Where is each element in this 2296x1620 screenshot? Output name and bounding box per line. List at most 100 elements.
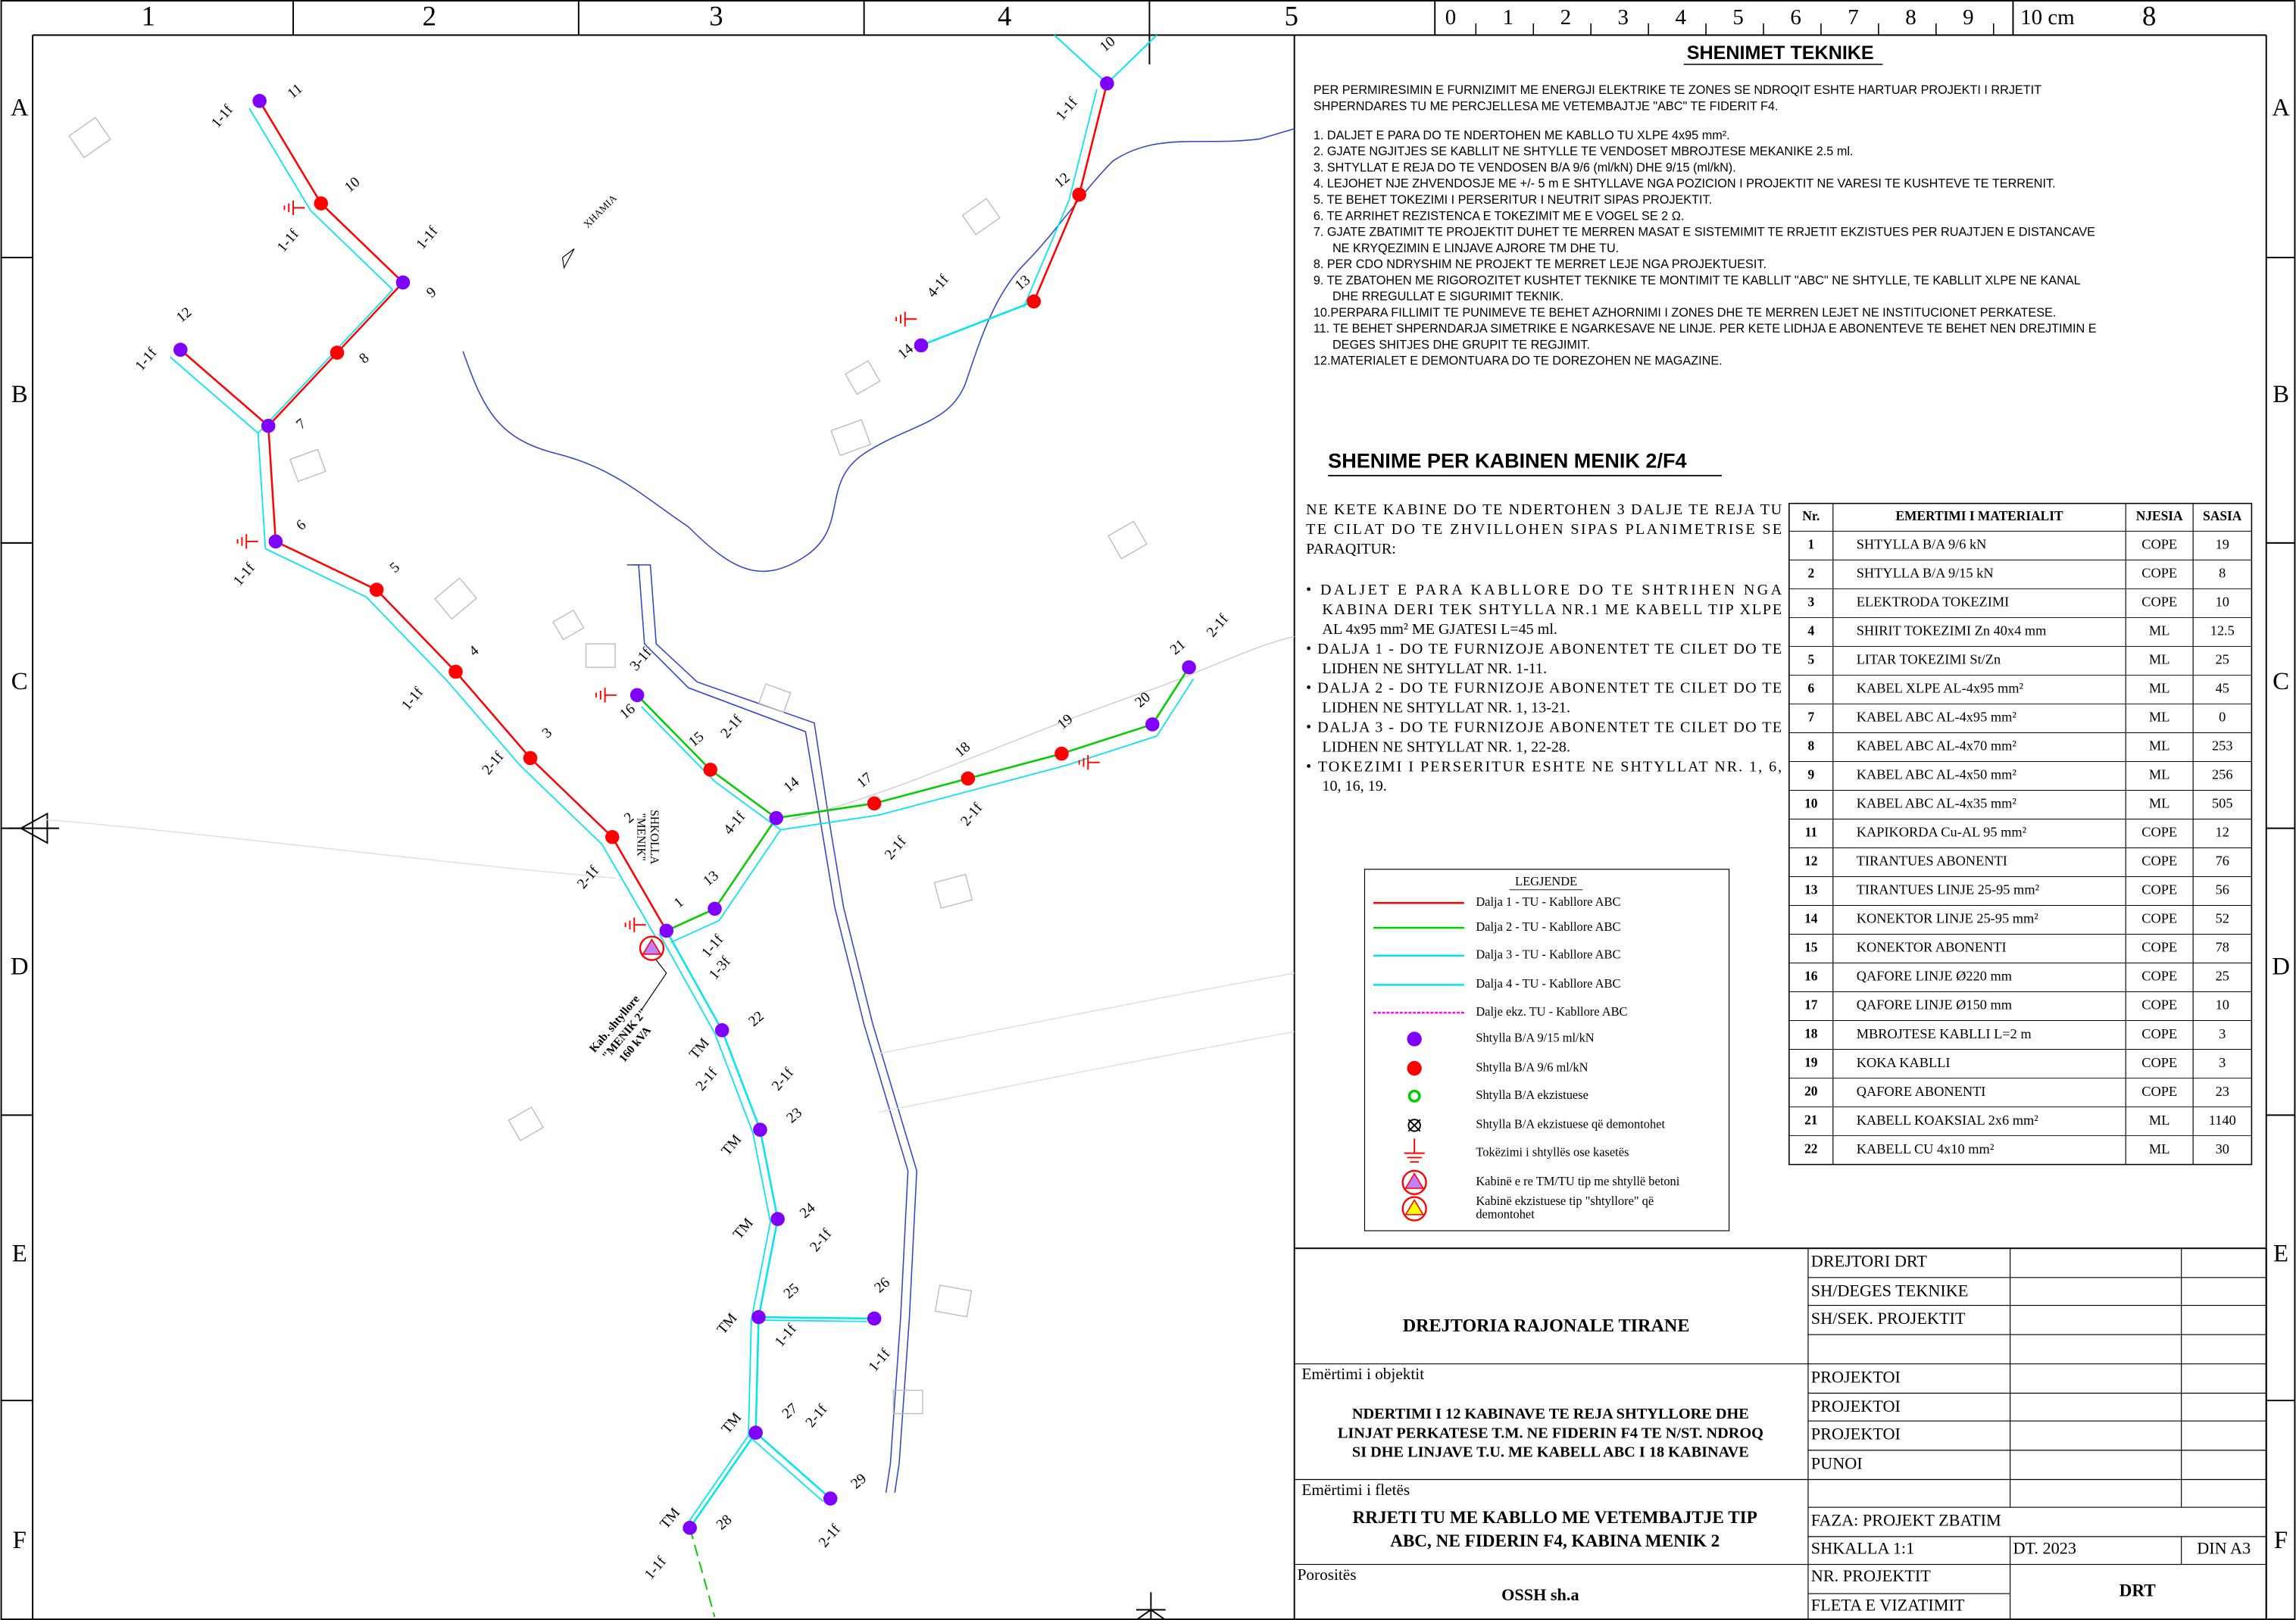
cable [1156, 679, 1195, 737]
pole-tag: 3-1f [627, 645, 655, 674]
table-cell: 15 [1804, 940, 1818, 954]
pole-number: 10 [1097, 33, 1118, 55]
cable [1032, 194, 1080, 302]
earthing [283, 200, 305, 216]
pole-tag: 2-1f [816, 1522, 844, 1551]
earthing [236, 534, 258, 549]
project-no: NR. PROJEKTIT [1811, 1566, 1931, 1585]
note-text: 2. GJATE NGJITJES SE KABLLIT NE SHTYLLE … [1314, 145, 1854, 158]
tm-label: TM [714, 1310, 741, 1338]
role: SH/DEGES TEKNIKE [1811, 1281, 1969, 1300]
pole [659, 923, 674, 938]
cable [658, 933, 716, 1034]
pole-number: 20 [1132, 689, 1154, 711]
legend-label: Kabinë ekzistuese tip "shtyllore" që [1476, 1194, 1654, 1208]
pole [330, 345, 345, 360]
legend-label: Shtylla B/A 9/15 ml/kN [1476, 1031, 1594, 1045]
pole-number: 19 [1054, 711, 1076, 733]
tm-label: TM [719, 1410, 745, 1437]
pole-tag: 1-1f [208, 101, 236, 131]
table-cell: QAFORE LINJE Ø220 mm [1857, 969, 2012, 984]
cable [665, 930, 723, 1031]
cable [754, 1316, 760, 1433]
scale-label: 8 [1905, 5, 1916, 30]
table-header: EMERTIMI I MATERIALIT [1895, 509, 2063, 523]
cable [751, 1319, 867, 1322]
table-cell: ML [2149, 1113, 2170, 1128]
note-text: 6. TE ARRIHET REZISTENCA E TOKEZIMIT ME … [1314, 209, 1685, 223]
pole-tag: 1-1f [133, 345, 161, 374]
cable [1068, 89, 1098, 201]
pole [261, 419, 276, 433]
table-cell: 12 [2216, 825, 2229, 840]
cable [275, 540, 377, 591]
cable [689, 1528, 716, 1618]
pole [708, 901, 722, 916]
cable [336, 282, 404, 354]
table-cell: 10 [2216, 997, 2229, 1013]
table-cell: KABEL ABC AL-4x95 mm² [1857, 710, 2017, 725]
table-cell: 25 [2216, 969, 2229, 984]
cable [748, 1319, 752, 1436]
pole-tag: 1-1f [414, 223, 442, 253]
scale-label: 6 [1790, 5, 1801, 30]
cable [267, 351, 338, 427]
table-cell: 78 [2216, 940, 2229, 955]
legend-label: Tokëzimi i shtyllës ose kasetës [1476, 1144, 1629, 1159]
table-cell: COPE [2141, 825, 2177, 840]
pole [683, 1520, 697, 1535]
leader [561, 248, 575, 270]
pole-number: 17 [854, 769, 876, 791]
table-cell: 22 [1804, 1142, 1817, 1156]
tm-label: TM [719, 1132, 745, 1159]
table-cell: 21 [1804, 1113, 1817, 1128]
cabin-note: LIDHEN NE SHTYLLAT NR. 1-11. [1322, 660, 1547, 677]
row-label: C [2273, 668, 2289, 695]
cable [751, 1222, 771, 1321]
pole-number: 18 [952, 739, 973, 761]
table-cell: KAPIKORDA Cu-AL 95 mm² [1857, 825, 2027, 840]
note-text: 10.PERPARA FILLIMIT TE PUNIMEVE TE BEHET… [1314, 306, 2057, 320]
table-cell: 17 [1804, 998, 1818, 1013]
table-cell: 19 [1804, 1056, 1818, 1070]
legend-swatch [1404, 1172, 1425, 1189]
table-cell: COPE [2141, 997, 2177, 1013]
legend-swatch [1401, 1169, 1427, 1195]
cable [366, 596, 446, 680]
pole-number: 11 [285, 81, 306, 102]
row-label: A [2272, 94, 2290, 121]
table-cell: COPE [2141, 911, 2177, 926]
pole [770, 1212, 785, 1226]
section-title: SHENIME PER KABINEN MENIK 2/F4 [1328, 450, 1686, 473]
table-cell: SHTYLLA B/A 9/6 kN [1857, 537, 1987, 552]
table-cell: ML [2149, 623, 2170, 638]
pole-tag: 1-1f [642, 1553, 670, 1583]
legend-swatch [1407, 1032, 1422, 1047]
pole-number: 28 [714, 1512, 735, 1534]
cable [780, 814, 879, 831]
tm-label: TM [686, 1035, 713, 1063]
table-cell: COPE [2141, 940, 2177, 955]
cable [718, 829, 782, 921]
tm-label: TM [657, 1505, 683, 1532]
cabin-note: • DALJET E PARA KABLLORE DO TE SHTRIHEN … [1306, 582, 1782, 598]
table-cell: KABEL XLPE AL-4x95 mm² [1857, 681, 2024, 696]
drawing-sheet-label: FLETA E VIZATIMIT [1811, 1596, 1965, 1615]
caption: Porositës [1298, 1565, 1357, 1584]
table-cell: COPE [2141, 1084, 2177, 1099]
column-label: 2 [423, 1, 436, 32]
phase: FAZA: PROJEKT ZBATIM [1811, 1511, 2001, 1530]
scale-label: 0 [1445, 5, 1456, 30]
column-label: 3 [709, 1, 723, 32]
cable [972, 764, 1067, 791]
pole-tag: 1-1f [230, 560, 258, 589]
object-title: LINJAT PERKATESE T.M. NE FIDERIN F4 TE N… [1338, 1425, 1763, 1441]
pole [823, 1491, 838, 1506]
table-cell: 16 [1804, 969, 1818, 984]
pole-number: 3 [539, 725, 555, 741]
row-label: D [11, 954, 29, 981]
table-header: NJESIA [2136, 509, 2183, 523]
row-label: E [12, 1240, 27, 1267]
pole [395, 275, 411, 290]
column-label: 5 [1285, 1, 1298, 32]
